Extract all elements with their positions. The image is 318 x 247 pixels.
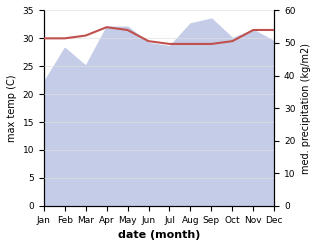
Y-axis label: max temp (C): max temp (C): [7, 74, 17, 142]
Y-axis label: med. precipitation (kg/m2): med. precipitation (kg/m2): [301, 43, 311, 174]
X-axis label: date (month): date (month): [118, 230, 200, 240]
